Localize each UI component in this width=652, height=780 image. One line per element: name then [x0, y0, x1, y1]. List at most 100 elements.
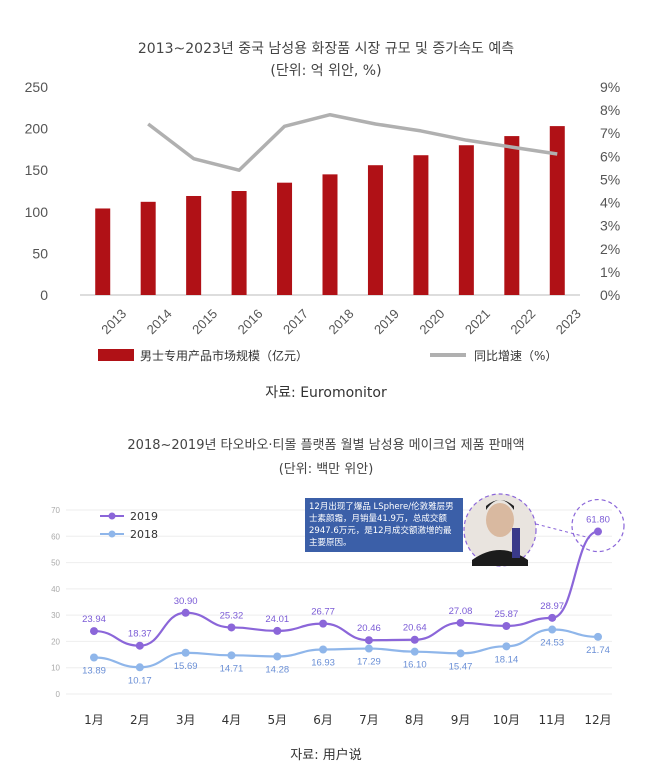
data-point-2018: [319, 645, 328, 654]
data-point-2019: [364, 636, 373, 645]
legend-marker-2018: [108, 530, 116, 538]
series-line-2018: [93, 628, 599, 669]
data-point-2019: [548, 613, 557, 622]
data-label-2018: 24.53: [540, 638, 564, 649]
x-tick-label: 5月: [267, 713, 287, 727]
y-tick-label: 200: [25, 121, 49, 137]
y2-tick-label: 4%: [600, 195, 620, 211]
data-point-2019: [456, 618, 465, 627]
x-tick-label: 9月: [451, 713, 471, 727]
legend-label-2019: 2019: [130, 510, 158, 523]
chart1-title: 2013~2023년 중국 남성용 화장품 시장 규모 및 증가속도 예측: [137, 41, 515, 57]
data-label-2018: 15.69: [174, 661, 198, 672]
y2-tick-label: 2%: [600, 241, 620, 257]
data-label-2018: 16.93: [311, 657, 335, 668]
y-tick-label: 30: [51, 611, 60, 620]
bar: [367, 165, 383, 295]
x-tick-label: 2月: [130, 713, 150, 727]
bar: [231, 191, 247, 295]
data-label-2019: 26.77: [311, 607, 335, 618]
bar: [186, 195, 202, 295]
data-label-2019: 61.80: [586, 515, 610, 526]
x-tick-label: 7月: [359, 713, 379, 727]
data-label-2018: 21.74: [586, 645, 610, 656]
y2-tick-label: 7%: [600, 125, 620, 141]
x-tick-label: 2014: [144, 306, 175, 337]
data-point-2019: [410, 635, 419, 644]
x-tick-label: 2019: [371, 306, 402, 337]
y-tick-label: 250: [25, 79, 49, 95]
data-label-2019: 25.32: [220, 610, 244, 621]
y2-tick-label: 5%: [600, 171, 620, 187]
data-point-2019: [90, 627, 98, 636]
data-label-2019: 20.64: [403, 623, 427, 634]
chart2-source: 자료: 用户说: [290, 748, 362, 763]
y-tick-label: 100: [25, 204, 49, 220]
bar: [458, 145, 474, 295]
x-tick-label: 3月: [176, 713, 196, 727]
x-tick-label: 2018: [326, 306, 357, 337]
x-tick-label: 6月: [313, 713, 333, 727]
data-point-2019: [502, 621, 511, 630]
y-tick-label: 0: [56, 690, 61, 699]
y-tick-label: 0: [40, 287, 48, 303]
x-tick-label: 2015: [189, 306, 220, 337]
bar: [322, 174, 338, 295]
data-point-2019: [227, 623, 236, 632]
x-tick-label: 1月: [84, 713, 104, 727]
data-label-2018: 15.47: [449, 661, 473, 672]
data-label-2019: 27.08: [449, 606, 473, 617]
data-label-2018: 14.28: [265, 664, 289, 675]
x-tick-label: 2013: [98, 306, 129, 337]
legend-label-line: 同比增速（%）: [474, 349, 557, 363]
growth-line: [147, 112, 558, 172]
x-tick-label: 12月: [584, 713, 611, 727]
legend-swatch-bars: [98, 349, 134, 361]
legend-marker-2019: [108, 512, 116, 520]
chart1-source: 자료: Euromonitor: [265, 385, 387, 401]
data-label-2019: 23.94: [82, 614, 106, 625]
y2-tick-label: 9%: [600, 79, 620, 95]
data-point-2019: [273, 626, 282, 635]
data-label-2018: 18.14: [494, 654, 518, 665]
y2-tick-label: 3%: [600, 218, 620, 234]
bar: [549, 126, 565, 295]
y-tick-label: 10: [51, 664, 60, 673]
data-point-2018: [548, 625, 557, 634]
chart2-subtitle: (단위: 백만 위안): [278, 462, 374, 477]
bar: [504, 136, 520, 295]
data-point-2018: [364, 644, 373, 653]
y-tick-label: 50: [32, 245, 48, 261]
series-line-2019: [93, 530, 599, 647]
data-point-2018: [181, 648, 190, 657]
x-tick-label: 10月: [493, 713, 520, 727]
data-label-2018: 13.89: [82, 665, 106, 676]
y2-tick-label: 1%: [600, 264, 620, 280]
legend-label-2018: 2018: [130, 528, 158, 541]
highlight-circle: [571, 498, 625, 553]
bar: [413, 155, 429, 295]
y-tick-label: 40: [51, 585, 60, 594]
y-tick-label: 70: [51, 506, 60, 515]
x-tick-label: 8月: [405, 713, 425, 727]
data-label-2018: 16.10: [403, 660, 427, 671]
x-tick-label: 2022: [507, 306, 538, 337]
data-point-2018: [90, 653, 98, 662]
x-tick-label: 4月: [222, 713, 242, 727]
chart2-title: 2018~2019년 타오바오·티몰 플랫폼 월별 남성용 메이크업 제품 판매…: [127, 438, 525, 453]
data-point-2018: [410, 647, 419, 656]
x-tick-label: 2021: [462, 306, 493, 337]
data-label-2019: 20.46: [357, 623, 381, 634]
chart2-annotation: 12月出现了爆品 LSphere/伦敦雅层男士素颜霜，月销量41.9万，总成交额…: [305, 498, 463, 552]
portrait-face: [486, 503, 514, 537]
data-point-2019: [181, 608, 190, 617]
data-point-2019: [319, 619, 328, 628]
y2-tick-label: 6%: [600, 148, 620, 164]
bar: [277, 182, 293, 295]
data-point-2018: [135, 663, 144, 672]
data-label-2019: 18.37: [128, 629, 152, 640]
data-label-2019: 30.90: [174, 596, 198, 607]
y2-tick-label: 8%: [600, 102, 620, 118]
bar: [140, 201, 156, 295]
data-label-2019: 24.01: [265, 614, 289, 625]
